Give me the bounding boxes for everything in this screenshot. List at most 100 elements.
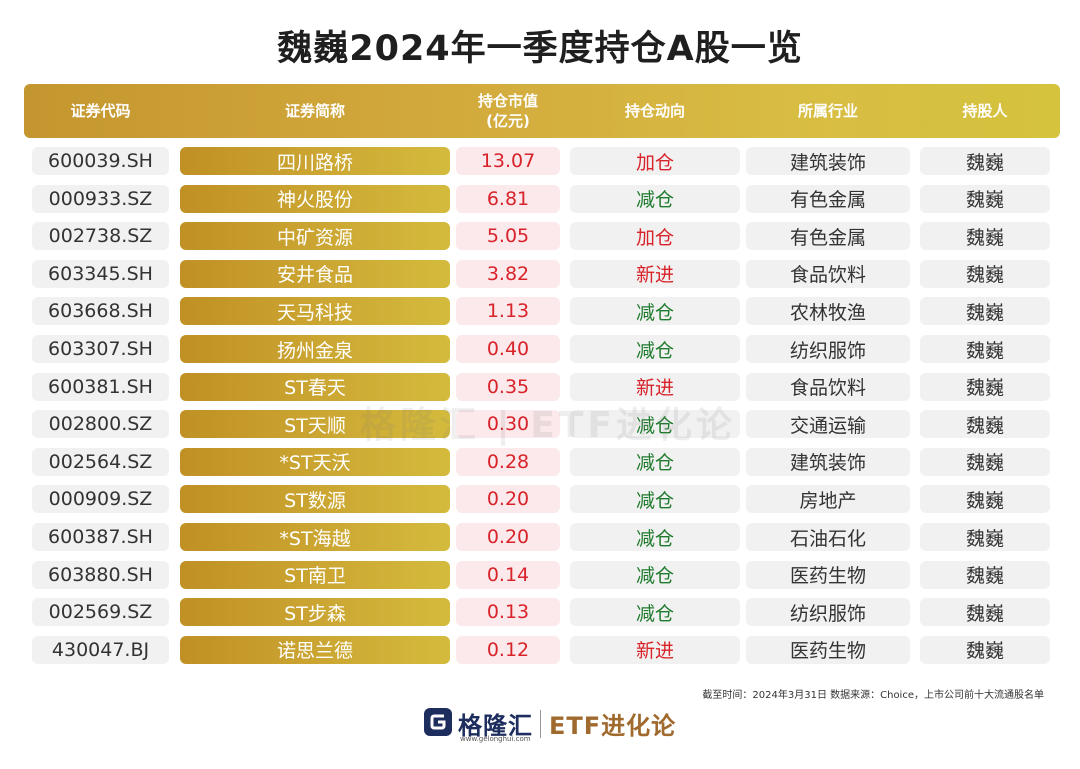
industry: 农林牧渔 bbox=[746, 297, 910, 326]
header-code: 证券代码 bbox=[70, 102, 131, 120]
stock-code: 430047.BJ bbox=[32, 635, 169, 664]
holding-value: 1.13 bbox=[456, 297, 560, 326]
table-row: 002738.SZ 中矿资源 5.05 加仓 有色金属 魏巍 bbox=[0, 222, 1080, 252]
header-value: 持仓市值 (亿元) bbox=[477, 92, 538, 130]
stock-code: 000933.SZ bbox=[32, 184, 169, 213]
table-row: 603307.SH 扬州金泉 0.40 减仓 纺织服饰 魏巍 bbox=[0, 335, 1080, 365]
holding-action: 减仓 bbox=[570, 598, 740, 627]
holder: 魏巍 bbox=[920, 372, 1050, 401]
stock-code: 603345.SH bbox=[32, 259, 169, 288]
holding-action: 减仓 bbox=[570, 447, 740, 476]
stock-code: 002800.SZ bbox=[32, 410, 169, 439]
holding-action: 新进 bbox=[570, 372, 740, 401]
holding-value: 0.35 bbox=[456, 372, 560, 401]
table-row: 430047.BJ 诺思兰德 0.12 新进 医药生物 魏巍 bbox=[0, 635, 1080, 666]
stock-code: 600381.SH bbox=[32, 372, 169, 401]
stock-name: 诺思兰德 bbox=[180, 635, 450, 664]
holder: 魏巍 bbox=[920, 560, 1050, 589]
holder: 魏巍 bbox=[920, 523, 1050, 551]
holding-action: 减仓 bbox=[570, 410, 740, 439]
holding-value: 0.30 bbox=[456, 410, 560, 439]
stock-name: 四川路桥 bbox=[180, 147, 450, 175]
logo-divider bbox=[540, 710, 541, 738]
stock-code: 603880.SH bbox=[32, 560, 169, 589]
brand-url: www.gelonghui.com bbox=[460, 735, 531, 743]
table-row: 600381.SH ST春天 0.35 新进 食品饮料 魏巍 bbox=[0, 372, 1080, 403]
holder: 魏巍 bbox=[920, 635, 1050, 664]
table-row: 603668.SH 天马科技 1.13 减仓 农林牧渔 魏巍 bbox=[0, 297, 1080, 327]
holder: 魏巍 bbox=[920, 184, 1050, 213]
holding-value: 0.13 bbox=[456, 598, 560, 627]
stock-name: 中矿资源 bbox=[180, 222, 450, 251]
holding-action: 新进 bbox=[570, 635, 740, 664]
holding-action: 减仓 bbox=[570, 335, 740, 363]
holding-value: 13.07 bbox=[456, 147, 560, 175]
brand-name: 格隆汇 bbox=[458, 712, 533, 740]
industry: 食品饮料 bbox=[746, 372, 910, 401]
holder: 魏巍 bbox=[920, 335, 1050, 363]
industry: 建筑装饰 bbox=[746, 447, 910, 476]
table-header: 证券代码 证券简称 持仓市值 (亿元) 持仓动向 所属行业 持股人 bbox=[24, 84, 1060, 138]
holding-value: 0.20 bbox=[456, 523, 560, 551]
holding-value: 0.28 bbox=[456, 447, 560, 476]
stock-name: ST步森 bbox=[180, 598, 450, 627]
stock-code: 002569.SZ bbox=[32, 598, 169, 627]
watermark: 格隆汇 | ETF进化论 bbox=[360, 405, 736, 446]
holding-action: 减仓 bbox=[570, 523, 740, 551]
holder: 魏巍 bbox=[920, 485, 1050, 514]
holder: 魏巍 bbox=[920, 447, 1050, 476]
table-row: 002800.SZ ST天顺 0.30 减仓 交通运输 魏巍 bbox=[0, 410, 1080, 440]
table-row: 603880.SH ST南卫 0.14 减仓 医药生物 魏巍 bbox=[0, 560, 1080, 591]
stock-code: 603307.SH bbox=[32, 335, 169, 363]
stock-code: 600387.SH bbox=[32, 523, 169, 551]
table-row: 600387.SH *ST海越 0.20 减仓 石油石化 魏巍 bbox=[0, 523, 1080, 553]
page-title: 魏巍2024年一季度持仓A股一览 bbox=[277, 29, 803, 69]
stock-code: 002738.SZ bbox=[32, 222, 169, 251]
stock-name: 扬州金泉 bbox=[180, 335, 450, 363]
holding-action: 减仓 bbox=[570, 297, 740, 326]
stock-name: ST数源 bbox=[180, 485, 450, 514]
holding-action: 加仓 bbox=[570, 147, 740, 175]
gelonghui-g-icon bbox=[424, 708, 452, 736]
stock-name: ST天顺 bbox=[180, 410, 450, 439]
stock-code: 600039.SH bbox=[32, 147, 169, 175]
brand-etf: ETF进化论 bbox=[549, 712, 677, 740]
holder: 魏巍 bbox=[920, 297, 1050, 326]
stock-code: 000909.SZ bbox=[32, 485, 169, 514]
header-holder: 持股人 bbox=[962, 102, 1008, 120]
holding-action: 减仓 bbox=[570, 560, 740, 589]
holding-value: 0.12 bbox=[456, 635, 560, 664]
industry: 医药生物 bbox=[746, 635, 910, 664]
holding-action: 加仓 bbox=[570, 222, 740, 251]
stock-name: ST春天 bbox=[180, 372, 450, 401]
industry: 有色金属 bbox=[746, 222, 910, 251]
header-industry: 所属行业 bbox=[797, 102, 858, 120]
stock-name: *ST天沃 bbox=[180, 447, 450, 476]
holding-value: 0.40 bbox=[456, 335, 560, 363]
stock-name: 神火股份 bbox=[180, 184, 450, 213]
industry: 有色金属 bbox=[746, 184, 910, 213]
industry: 建筑装饰 bbox=[746, 147, 910, 175]
footer-logo: 格隆汇 www.gelonghui.com ETF进化论 bbox=[0, 702, 1080, 752]
header-action: 持仓动向 bbox=[624, 102, 685, 120]
industry: 房地产 bbox=[746, 485, 910, 514]
stock-name: ST南卫 bbox=[180, 560, 450, 589]
table-row: 000909.SZ ST数源 0.20 减仓 房地产 魏巍 bbox=[0, 485, 1080, 515]
stock-name: *ST海越 bbox=[180, 523, 450, 551]
table-row: 002564.SZ *ST天沃 0.28 减仓 建筑装饰 魏巍 bbox=[0, 447, 1080, 478]
stock-code: 603668.SH bbox=[32, 297, 169, 326]
holder: 魏巍 bbox=[920, 259, 1050, 288]
holding-value: 3.82 bbox=[456, 259, 560, 288]
holder: 魏巍 bbox=[920, 147, 1050, 175]
holding-value: 0.14 bbox=[456, 560, 560, 589]
stock-name: 安井食品 bbox=[180, 259, 450, 288]
holder: 魏巍 bbox=[920, 410, 1050, 439]
holding-action: 减仓 bbox=[570, 485, 740, 514]
table-row: 002569.SZ ST步森 0.13 减仓 纺织服饰 魏巍 bbox=[0, 598, 1080, 628]
holder: 魏巍 bbox=[920, 598, 1050, 627]
stock-name: 天马科技 bbox=[180, 297, 450, 326]
industry: 交通运输 bbox=[746, 410, 910, 439]
holding-value: 5.05 bbox=[456, 222, 560, 251]
industry: 纺织服饰 bbox=[746, 335, 910, 363]
industry: 食品饮料 bbox=[746, 259, 910, 288]
